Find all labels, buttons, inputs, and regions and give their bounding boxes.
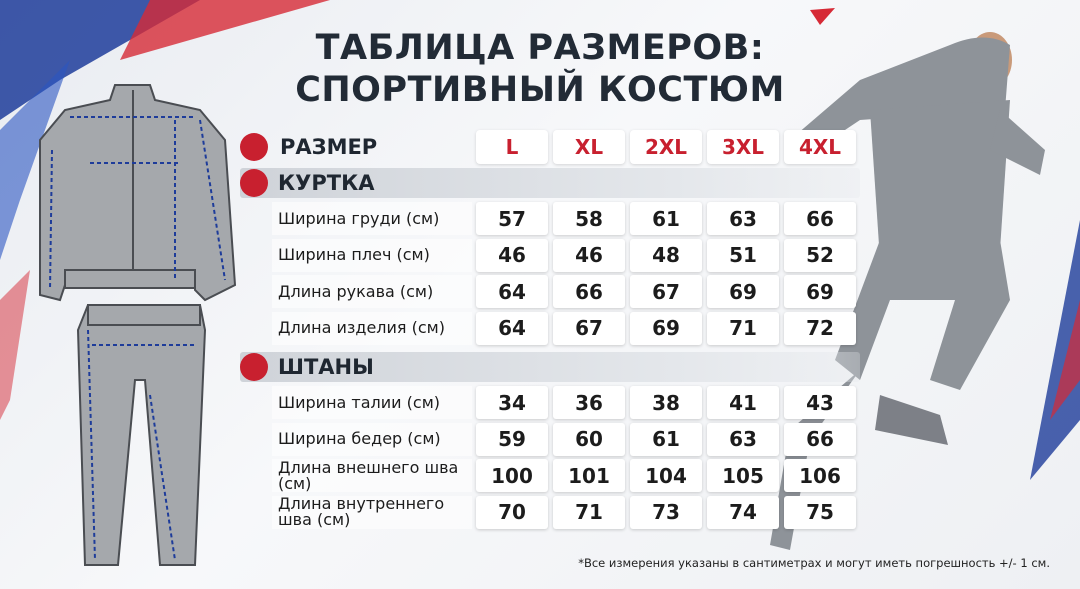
row-band: [272, 386, 472, 419]
row-label: Ширина талии (см): [278, 392, 440, 412]
value-cell: 69: [630, 311, 702, 345]
row-label: Длина внутреннего шва (см): [278, 494, 445, 529]
row-band: [272, 459, 472, 492]
value-cell: 67: [553, 311, 625, 345]
value-cell: 75: [784, 495, 856, 529]
row-label: Ширина бедер (см): [278, 429, 441, 448]
section-icon: [240, 169, 268, 197]
value-cell: 36: [553, 386, 625, 419]
header-icon: [240, 133, 268, 161]
row-band: [272, 202, 472, 235]
value-cell: 51: [707, 238, 779, 272]
value-cell: 72: [784, 311, 856, 345]
value-cell: 66: [784, 202, 856, 235]
value-cell: 63: [707, 202, 779, 235]
value-cell: 60: [553, 422, 625, 456]
value-cell: 57: [476, 202, 548, 235]
value-cell: 69: [784, 275, 856, 308]
value-cell: 63: [707, 422, 779, 456]
value-cell: 43: [784, 386, 856, 419]
value-cell: 38: [630, 386, 702, 419]
row-label: Длина внешнего шва (см): [278, 457, 459, 493]
value-cell: 104: [630, 459, 702, 492]
value-cell: 52: [784, 238, 856, 272]
value-cell: 59: [476, 422, 548, 456]
value-cell: 71: [553, 495, 625, 529]
section-bar: [240, 352, 860, 382]
value-cell: 105: [707, 459, 779, 492]
value-cell: 74: [707, 495, 779, 529]
row-band: [272, 495, 472, 529]
header-label: РАЗМЕР: [280, 135, 378, 159]
size-header: 2XL: [630, 130, 702, 164]
section-title: ШТАНЫ: [278, 355, 374, 379]
value-cell: 46: [553, 238, 625, 272]
value-cell: 66: [784, 422, 856, 456]
value-cell: 70: [476, 495, 548, 529]
row-label: Ширина плеч (см): [278, 245, 430, 264]
value-cell: 101: [553, 459, 625, 492]
row-band: [272, 238, 472, 272]
title-line: ТАБЛИЦА РАЗМЕРОВ:: [315, 28, 765, 68]
size-header: L: [476, 130, 548, 164]
value-cell: 69: [707, 275, 779, 308]
row-label: Длина рукава (см): [278, 281, 434, 301]
section-icon: [240, 353, 268, 381]
row-label: Ширина груди (см): [278, 208, 440, 228]
row-label: Длина изделия (см): [278, 318, 445, 337]
value-cell: 48: [630, 238, 702, 272]
value-cell: 64: [476, 275, 548, 308]
value-cell: 41: [707, 386, 779, 419]
size-header: XL: [553, 130, 625, 164]
value-cell: 100: [476, 459, 548, 492]
section-bar: [240, 168, 860, 198]
value-cell: 66: [553, 275, 625, 308]
footnote: *Все измерения указаны в сантиметрах и м…: [578, 556, 1050, 570]
value-cell: 34: [476, 386, 548, 419]
value-cell: 71: [707, 311, 779, 345]
row-band: [272, 422, 472, 456]
section-title: КУРТКА: [278, 171, 375, 195]
title-line: СПОРТИВНЫЙ КОСТЮМ: [295, 70, 785, 110]
value-cell: 46: [476, 238, 548, 272]
row-band: [272, 275, 472, 308]
size-header: 3XL: [707, 130, 779, 164]
value-cell: 64: [476, 311, 548, 345]
value-cell: 73: [630, 495, 702, 529]
value-cell: 58: [553, 202, 625, 235]
value-cell: 106: [784, 459, 856, 492]
value-cell: 61: [630, 202, 702, 235]
size-header: 4XL: [784, 130, 856, 164]
value-cell: 67: [630, 275, 702, 308]
value-cell: 61: [630, 422, 702, 456]
row-band: [272, 311, 472, 345]
